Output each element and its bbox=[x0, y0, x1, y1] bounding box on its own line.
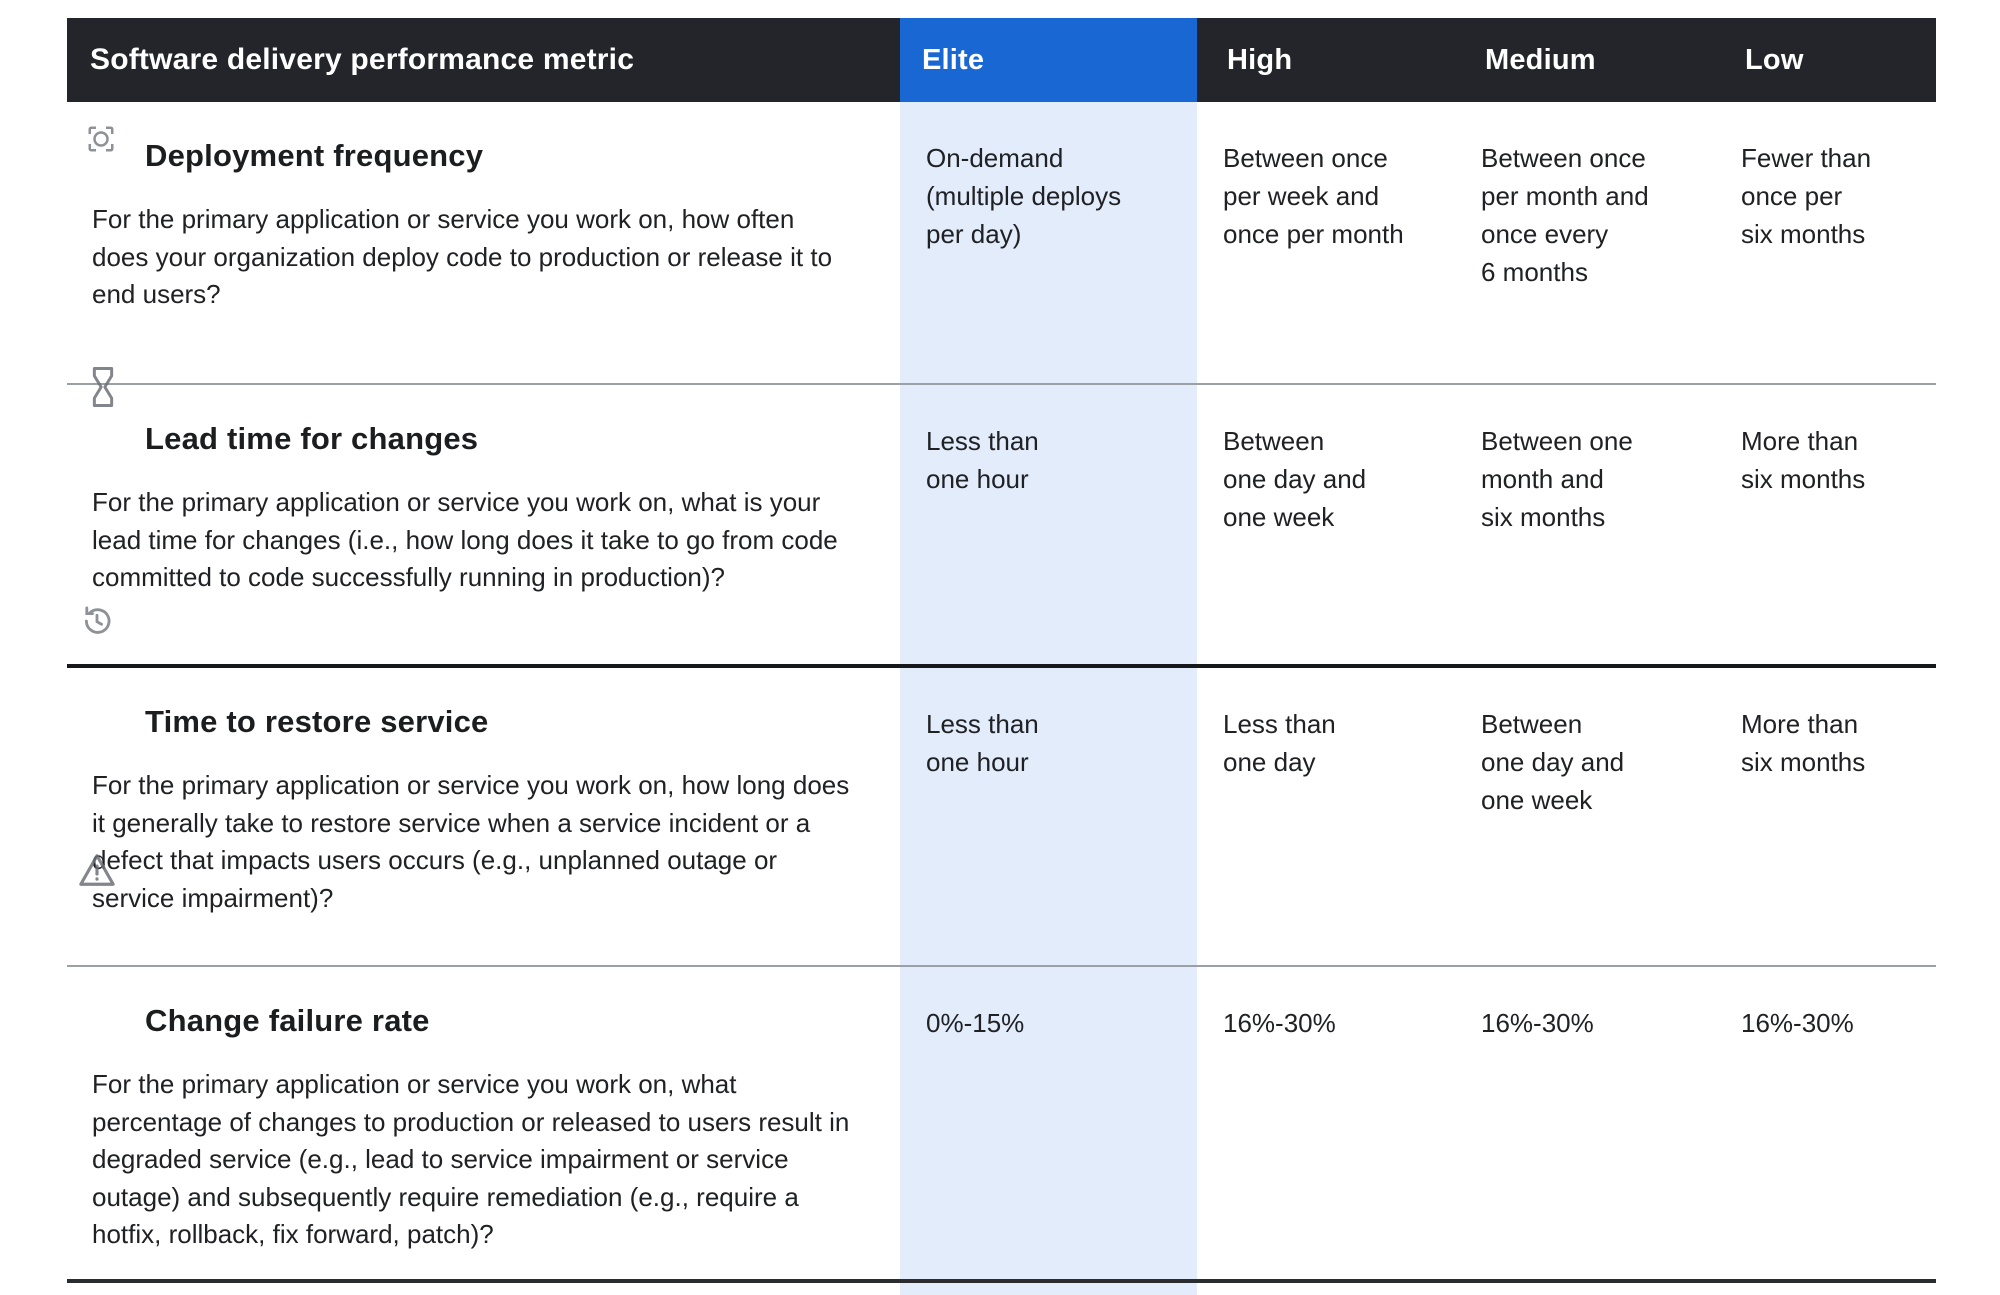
medium-value: Between one month and six months bbox=[1481, 426, 1633, 532]
metric-cell: Change failure rate For the primary appl… bbox=[67, 967, 900, 1279]
table-row-time-to-restore: Time to restore service For the primary … bbox=[67, 668, 1936, 967]
metric-description: For the primary application or service y… bbox=[92, 770, 850, 913]
medium-value: Between once per month and once every 6 … bbox=[1481, 143, 1649, 287]
hourglass-icon bbox=[88, 366, 118, 408]
metric-description: For the primary application or service y… bbox=[92, 1069, 850, 1249]
metric-title: Deployment frequency bbox=[145, 138, 484, 173]
elite-value: 0%-15% bbox=[926, 1008, 1025, 1038]
metric-cell: Lead time for changes For the primary ap… bbox=[67, 385, 900, 664]
low-value: 16%-30% bbox=[1741, 1008, 1854, 1038]
metric-title: Lead time for changes bbox=[145, 421, 479, 456]
restore-clock-icon bbox=[80, 604, 114, 638]
high-value: Less than one day bbox=[1223, 709, 1336, 777]
high-value: Between once per week and once per month bbox=[1223, 143, 1404, 249]
metric-column-header: Software delivery performance metric bbox=[90, 43, 635, 76]
medium-value: Between one day and one week bbox=[1481, 709, 1625, 815]
medium-column-header: Medium bbox=[1485, 43, 1596, 76]
table-row-deployment-frequency: Deployment frequency For the primary app… bbox=[67, 102, 1936, 385]
high-value: Between one day and one week bbox=[1223, 426, 1367, 532]
high-column-header: High bbox=[1227, 43, 1293, 76]
high-value: 16%-30% bbox=[1223, 1008, 1336, 1038]
table-row-lead-time: Lead time for changes For the primary ap… bbox=[67, 385, 1936, 668]
medium-value: 16%-30% bbox=[1481, 1008, 1594, 1038]
metric-cell: Deployment frequency For the primary app… bbox=[67, 102, 900, 383]
elite-column-header: Elite bbox=[900, 18, 1197, 102]
metric-title: Change failure rate bbox=[145, 1003, 430, 1038]
metric-description: For the primary application or service y… bbox=[92, 487, 838, 592]
low-value: More than six months bbox=[1741, 426, 1866, 494]
elite-value: Less than one hour bbox=[926, 426, 1039, 494]
low-value: More than six months bbox=[1741, 709, 1866, 777]
elite-value: On-demand (multiple deploys per day) bbox=[926, 143, 1122, 249]
focus-circle-icon bbox=[86, 124, 116, 154]
warning-triangle-icon bbox=[78, 852, 116, 888]
metric-cell: Time to restore service For the primary … bbox=[67, 668, 900, 965]
table-row-change-failure-rate: Change failure rate For the primary appl… bbox=[67, 967, 1936, 1283]
low-value: Fewer than once per six months bbox=[1741, 143, 1872, 249]
performance-metrics-table: Software delivery performance metric Eli… bbox=[67, 0, 1936, 1283]
elite-value: Less than one hour bbox=[926, 709, 1039, 777]
low-column-header: Low bbox=[1745, 43, 1804, 76]
elite-column-highlight bbox=[900, 102, 1197, 1295]
table-header-row: Software delivery performance metric Eli… bbox=[67, 18, 1936, 102]
metric-title: Time to restore service bbox=[145, 704, 489, 739]
metric-description: For the primary application or service y… bbox=[92, 204, 833, 309]
